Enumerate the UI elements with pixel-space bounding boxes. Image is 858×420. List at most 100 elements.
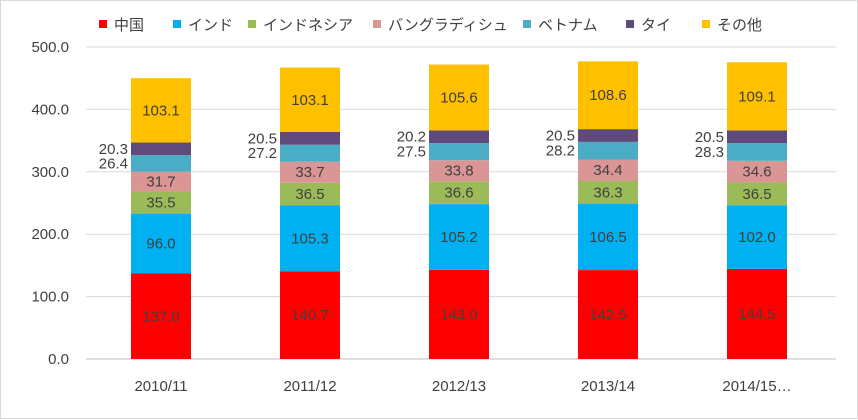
bar-segment xyxy=(280,161,340,183)
y-tick-label: 400.0 xyxy=(31,101,69,118)
legend-label: ベトナム xyxy=(538,16,598,34)
bar-segment xyxy=(727,182,787,206)
bar-segment xyxy=(131,213,191,274)
x-axis-ticks: 2010/11 2011/12 2012/13 2013/14 2014/15… xyxy=(134,378,791,395)
legend-label: その他 xyxy=(717,16,762,34)
bar-segment xyxy=(280,271,340,359)
legend-label: 中国 xyxy=(114,16,144,34)
bar-segment xyxy=(131,273,191,359)
data-label: 108.6 xyxy=(589,87,627,104)
data-label: 102.0 xyxy=(738,229,776,246)
bar-segment xyxy=(727,143,787,161)
x-tick-label: 2010/11 xyxy=(134,378,187,395)
data-label: 27.2 xyxy=(248,145,277,162)
y-tick-label: 300.0 xyxy=(31,164,69,181)
bar-segment xyxy=(578,203,638,271)
bar-segment xyxy=(429,181,489,205)
bar-segment xyxy=(131,155,191,172)
bar-segment xyxy=(429,269,489,359)
bar-segment xyxy=(727,160,787,183)
bar-segment xyxy=(280,67,340,132)
bar-segment xyxy=(727,130,787,144)
data-label: 20.5 xyxy=(248,130,277,147)
data-label: 27.5 xyxy=(397,144,426,161)
data-label: 143.0 xyxy=(440,306,478,323)
bar-segment xyxy=(429,130,489,144)
legend-swatch xyxy=(702,20,710,28)
legend-swatch xyxy=(523,20,531,28)
data-label: 96.0 xyxy=(146,236,175,253)
bar-segment xyxy=(280,144,340,162)
bar-segment xyxy=(280,131,340,145)
data-label: 105.6 xyxy=(440,89,478,106)
bar-segment xyxy=(727,205,787,269)
bars xyxy=(131,61,787,359)
data-label: 35.5 xyxy=(146,195,175,212)
data-label: 20.5 xyxy=(695,129,724,146)
legend-label: インドネシア xyxy=(263,16,353,34)
data-label: 34.4 xyxy=(593,162,622,179)
bar-segment xyxy=(578,180,638,204)
data-label: 106.5 xyxy=(589,229,627,246)
data-label: 20.5 xyxy=(546,128,575,145)
data-label: 109.1 xyxy=(738,88,776,105)
legend-swatch xyxy=(373,20,381,28)
data-label: 36.6 xyxy=(444,185,473,202)
bar-segment xyxy=(727,62,787,131)
y-axis-ticks: 0.0 100.0 200.0 300.0 400.0 500.0 xyxy=(31,39,69,368)
bar-segment xyxy=(429,143,489,161)
legend-label: インド xyxy=(188,16,233,34)
bar-segment xyxy=(429,64,489,131)
bar-segment xyxy=(578,129,638,142)
data-label: 103.1 xyxy=(291,92,329,109)
bar-segment xyxy=(131,78,191,143)
data-label: 28.3 xyxy=(695,144,724,161)
data-label: 20.2 xyxy=(397,129,426,146)
data-label: 26.4 xyxy=(99,155,128,172)
data-label: 140.7 xyxy=(291,307,329,324)
legend-label: バングラディシュ xyxy=(388,16,508,34)
data-label: 36.5 xyxy=(742,186,771,203)
data-label: 33.8 xyxy=(444,163,473,180)
bar-segment xyxy=(429,160,489,182)
data-label: 144.5 xyxy=(738,306,776,323)
data-labels: 137.0 96.0 35.5 31.7 26.420.3 103.1 140.7 105.3… xyxy=(99,87,776,325)
x-tick-label: 2014/15… xyxy=(722,378,791,395)
data-label: 28.2 xyxy=(546,143,575,160)
bar-segment xyxy=(280,182,340,206)
bar-segment xyxy=(131,142,191,156)
data-label: 36.3 xyxy=(593,184,622,201)
bar-segment xyxy=(578,141,638,160)
bar-segment xyxy=(280,205,340,272)
bar-segment xyxy=(131,171,191,192)
bar-segment xyxy=(578,270,638,359)
y-tick-label: 200.0 xyxy=(31,226,69,243)
bar-segment xyxy=(727,268,787,359)
bar-segment xyxy=(429,204,489,270)
bar-segment xyxy=(131,191,191,214)
y-tick-label: 500.0 xyxy=(31,39,69,56)
data-label: 142.5 xyxy=(589,307,627,324)
data-label: 36.5 xyxy=(295,186,324,203)
x-tick-label: 2011/12 xyxy=(283,378,336,395)
x-tick-label: 2012/13 xyxy=(432,378,486,395)
data-label: 105.2 xyxy=(440,229,478,246)
data-label: 20.3 xyxy=(99,141,128,158)
legend: 中国 インド インドネシア バングラディシュ ベトナム タイ その他 xyxy=(99,16,762,34)
data-label: 31.7 xyxy=(146,174,175,191)
data-label: 103.1 xyxy=(142,102,180,119)
legend-label: タイ xyxy=(641,16,671,34)
data-label: 33.7 xyxy=(295,164,324,181)
y-tick-label: 0.0 xyxy=(48,351,69,368)
bar-segment xyxy=(578,61,638,130)
legend-swatch xyxy=(99,20,107,28)
legend-swatch xyxy=(173,20,181,28)
x-tick-label: 2013/14 xyxy=(581,378,635,395)
data-label: 105.3 xyxy=(291,230,329,247)
data-label: 34.6 xyxy=(742,164,771,181)
bar-segment xyxy=(578,159,638,181)
y-tick-label: 100.0 xyxy=(31,289,69,306)
data-label: 137.0 xyxy=(142,308,180,325)
